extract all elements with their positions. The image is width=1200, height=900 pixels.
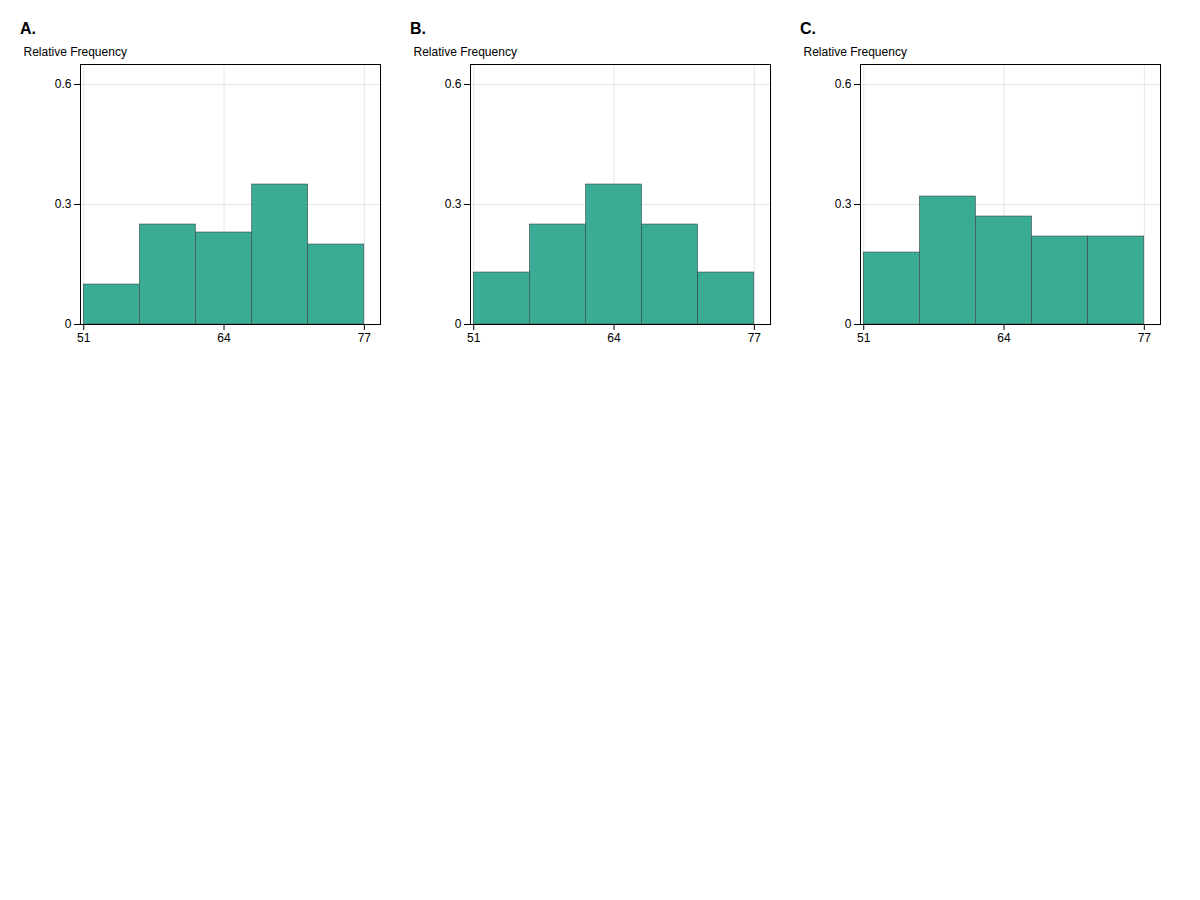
svg-text:51: 51 <box>467 331 481 345</box>
svg-text:64: 64 <box>217 331 231 345</box>
svg-text:0.3: 0.3 <box>835 197 852 211</box>
svg-text:51: 51 <box>77 331 91 345</box>
svg-text:Relative Frequency: Relative Frequency <box>804 45 907 59</box>
svg-text:0: 0 <box>65 317 72 331</box>
svg-text:0.6: 0.6 <box>55 77 72 91</box>
svg-text:0: 0 <box>845 317 852 331</box>
svg-text:51: 51 <box>857 331 871 345</box>
svg-text:0.3: 0.3 <box>445 197 462 211</box>
html-text:A.: A. <box>20 20 36 37</box>
svg-text:77: 77 <box>358 331 372 345</box>
svg-text:Relative Frequency: Relative Frequency <box>24 45 127 59</box>
svg-text:64: 64 <box>997 331 1011 345</box>
svg-text:Relative Frequency: Relative Frequency <box>414 45 517 59</box>
svg-text:77: 77 <box>748 331 762 345</box>
svg-text:0.3: 0.3 <box>55 197 72 211</box>
svg-text:77: 77 <box>1138 331 1152 345</box>
svg-text:64: 64 <box>607 331 621 345</box>
svg-text:0: 0 <box>455 317 462 331</box>
svg-text:0.6: 0.6 <box>835 77 852 91</box>
html-text:C.: C. <box>800 20 816 37</box>
html-text:B.: B. <box>410 20 426 37</box>
svg-text:0.6: 0.6 <box>445 77 462 91</box>
